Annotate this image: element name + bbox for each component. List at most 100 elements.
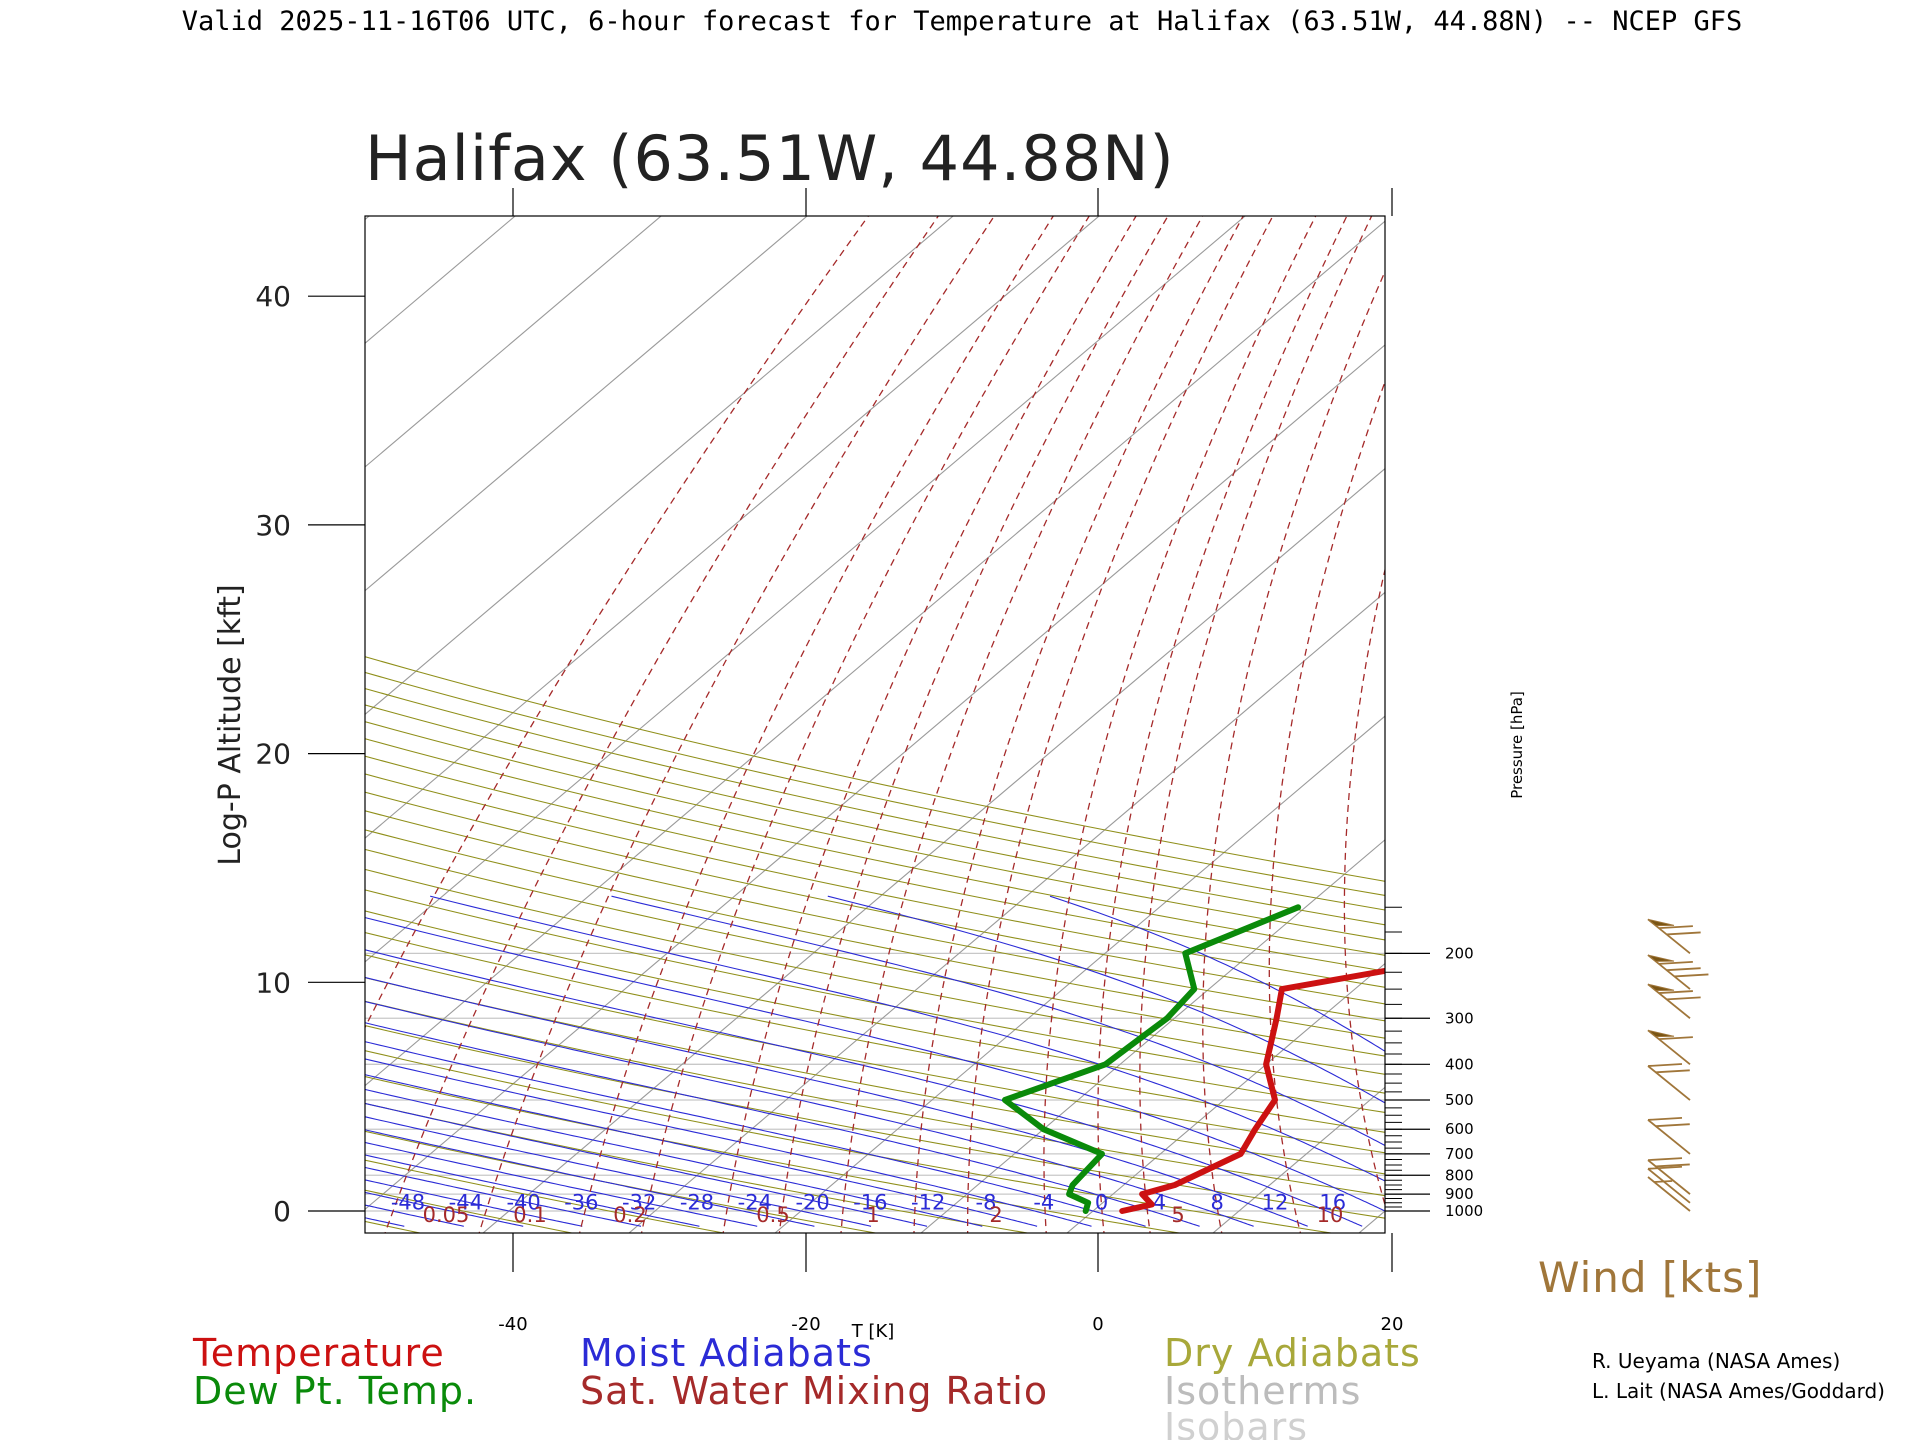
credit-line-2: L. Lait (NASA Ames/Goddard) [1592,1379,1885,1403]
isotherm-line [920,839,1385,1233]
x-tick-label: -20 [791,1314,820,1335]
figure-title: Valid 2025-11-16T06 UTC, 6-hour forecast… [182,6,1743,37]
wind-barb [1647,1157,1691,1195]
legend-temperature: Temperature [192,1331,445,1375]
pressure-tick-label: 900 [1445,1185,1474,1203]
x-tick-label: -40 [498,1314,527,1335]
mixing-ratio-line [722,216,1137,1233]
isotherm-line [1212,1086,1385,1233]
dewpoint-profile [1001,904,1302,1214]
pressure-tick-label: 600 [1445,1120,1474,1138]
legend-isotherms: Isotherms [1164,1369,1361,1413]
isotherm-line [1066,962,1385,1233]
isotherm-line [774,715,1385,1233]
moist-adiabat-label: -16 [853,1190,887,1214]
wind-barb [1647,1063,1691,1101]
mixing-ratio-label: 2 [989,1203,1002,1227]
mixing-ratio-line [1097,216,1348,1233]
moist-adiabat-line [365,949,1363,1227]
wind-barbs [1647,918,1709,1212]
moist-adiabat-line [0,896,345,1226]
x-tick-label: 0 [1092,1314,1103,1335]
dry-adiabat-line [365,687,1385,911]
moist-adiabat-line [430,895,1385,1182]
moist-adiabat-label: -8 [976,1190,997,1214]
y-tick-label: 40 [255,280,291,313]
right-axis-label: Pressure [hPa] [1508,691,1526,799]
pressure-tick-label: 300 [1445,1009,1474,1027]
dry-adiabat-line [365,1159,727,1233]
moist-adiabat-label: -20 [795,1190,829,1214]
dry-adiabat-line [365,954,1385,1154]
mixing-ratio-line [1139,216,1373,1233]
dry-adiabat-line [365,889,1385,1094]
mixing-ratio-line [840,216,1204,1233]
moist-adiabat-labels: -48 -44 -40 -36 -32 -28 -24 -20 -16 -12 -8 -4 0 4 8 12 1… [391,1190,1346,1214]
isotherm-line [1485,175,1920,1250]
dry-adiabat-line [365,656,1385,882]
moist-adiabat-line [365,1088,983,1227]
y-tick-label: 30 [255,509,291,542]
wind-barb [1647,983,1701,1019]
moist-adiabat-label: 0 [1095,1190,1108,1214]
moist-adiabat-line [365,1141,758,1227]
isotherm-line [365,216,516,344]
y-tick-label: 20 [255,738,291,771]
moist-adiabat-label: -4 [1033,1190,1054,1214]
moist-adiabat-label: -12 [911,1190,945,1214]
isotherm-line [365,216,1246,963]
mixing-ratio-label: 1 [866,1203,879,1227]
wind-barb [1647,1165,1691,1204]
plot-frame [364,215,1386,1234]
wind-barb [1647,1117,1691,1155]
dry-adiabat-line [365,1189,575,1233]
x-tick-label: 20 [1381,1314,1404,1335]
mixing-ratio-line [1043,216,1317,1233]
isotherm-line [365,216,808,592]
wind-barb [1647,918,1701,955]
credit-line-1: R. Ueyama (NASA Ames) [1592,1349,1840,1373]
mixing-ratio-label: 10 [1317,1203,1344,1227]
dry-adiabat-line [365,671,1385,897]
legend-mixing-ratio: Sat. Water Mixing Ratio [580,1369,1048,1413]
moist-adiabat-label: 12 [1262,1190,1289,1214]
isotherm-line [1631,175,1920,1250]
legend-dry-adiabats: Dry Adiabats [1164,1331,1421,1375]
dry-adiabat-line [365,1076,1183,1233]
moist-adiabat-label: 16 [1319,1190,1346,1214]
pressure-tick-label: 400 [1445,1055,1474,1073]
mixing-ratio-label: 0.2 [613,1203,646,1227]
dry-adiabat-line [0,180,346,1250]
moist-adiabat-line [365,976,1308,1227]
dry-adiabat-line [365,1130,879,1233]
isotherm-line [0,175,126,1250]
moist-adiabat-label: -44 [449,1190,483,1214]
mixing-ratio-line [578,216,1055,1233]
mixing-ratio-line [365,216,870,1029]
moist-adiabat-label: -40 [506,1190,540,1214]
wind-barb [1647,1176,1691,1212]
mixing-ratio-line [384,216,940,1233]
moist-adiabat-label: -24 [738,1190,772,1214]
mixing-ratio-label: 0.1 [513,1203,546,1227]
moist-adiabat-line [365,916,1385,1212]
moist-adiabat-line [365,1154,700,1227]
moist-adiabat-line [1049,895,1385,1052]
dry-adiabat-line [365,932,1385,1133]
isotherm-line [365,220,1385,1087]
moist-adiabat-line [365,1217,405,1227]
pressure-tick-label: 800 [1445,1166,1474,1184]
moist-adiabat-line [365,1058,1092,1227]
isotherm-line [628,591,1385,1233]
moist-adiabat-line [365,1116,872,1227]
temperature-profile [1119,967,1385,1214]
moist-adiabat-label: 8 [1211,1190,1224,1214]
mixing-ratio-line [1471,182,1597,1250]
mixing-ratio-lines [365,182,1597,1250]
left-axis-label: Log-P Altitude [kft] [213,584,248,865]
moist-adiabat-line [365,1179,583,1227]
isotherm-line [365,344,1385,1211]
isotherm-lines [0,175,1920,1250]
